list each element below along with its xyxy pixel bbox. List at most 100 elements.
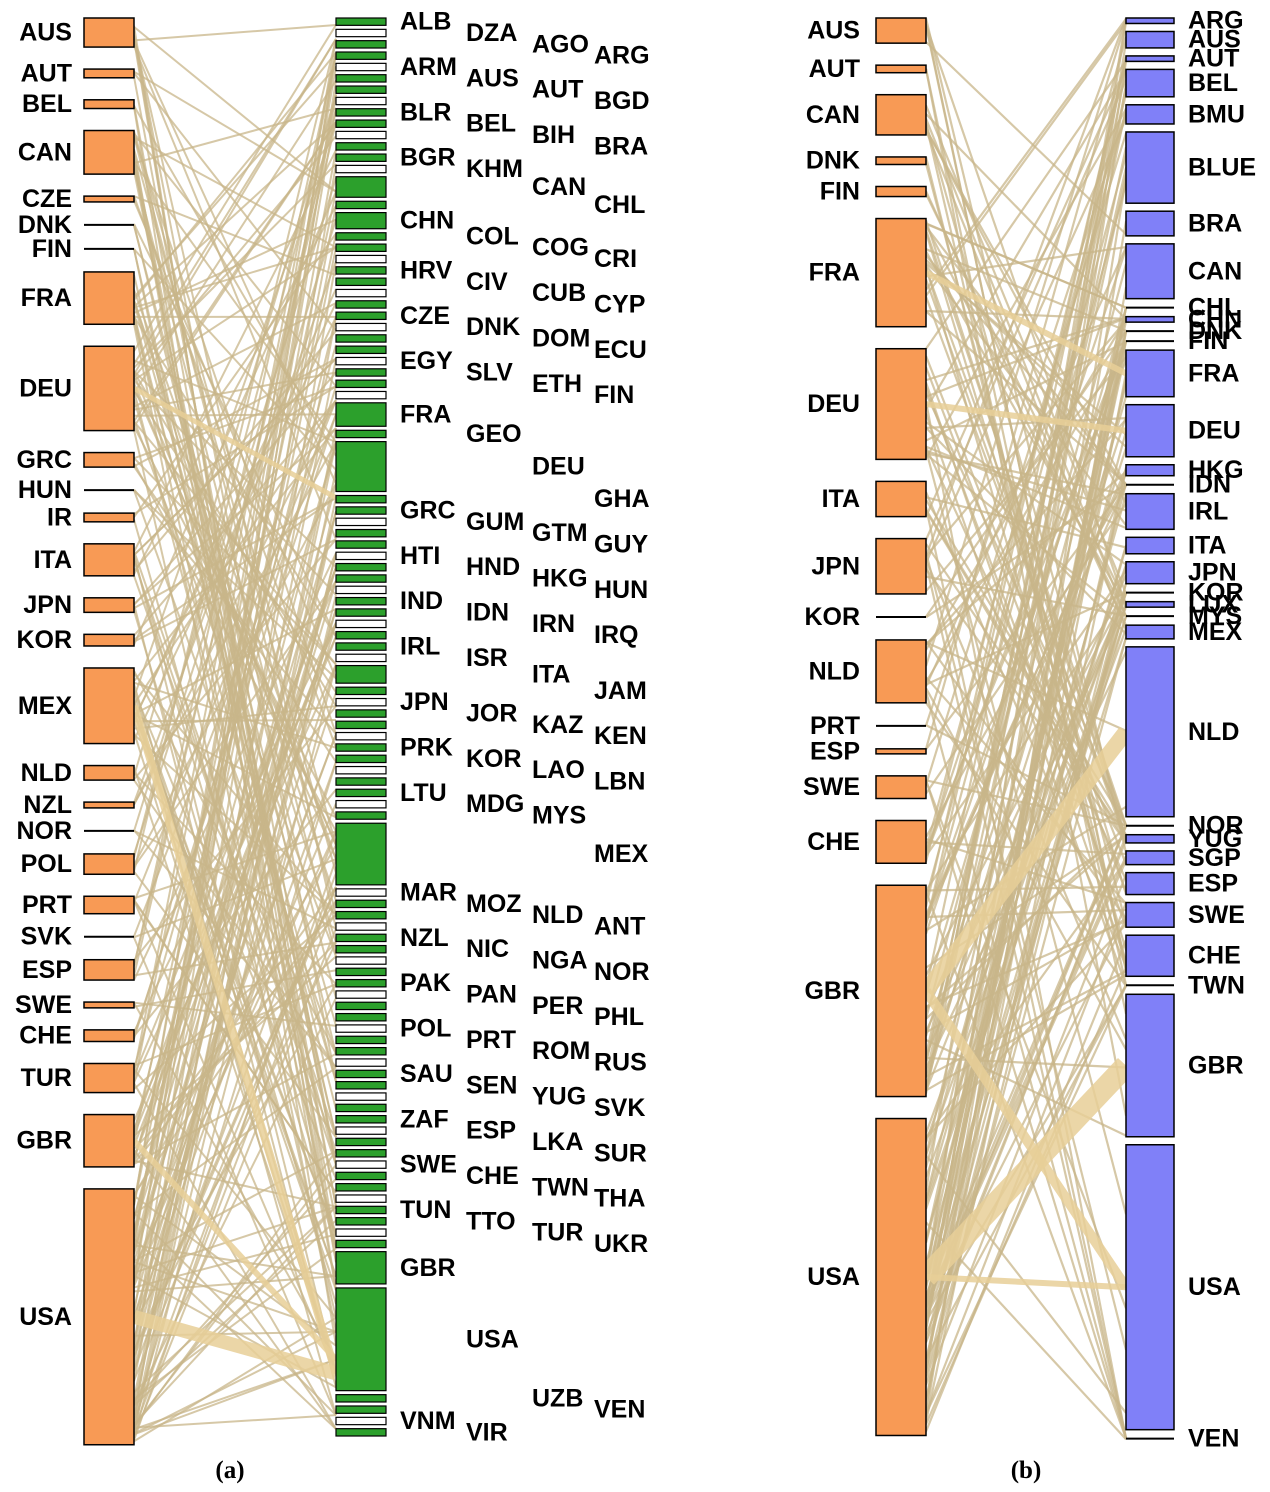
target-node (336, 666, 386, 684)
target-node (1126, 350, 1174, 397)
target-node (336, 801, 386, 808)
target-label: PRT (466, 1026, 516, 1054)
target-label: BEL (466, 110, 516, 138)
panel-b-source-nodes: AUSAUTCANDNKFINFRADEUITAJPNKORNLDPRTESPS… (803, 17, 926, 1436)
target-label: CIV (466, 268, 508, 296)
target-node (336, 643, 386, 650)
target-label: USA (466, 1325, 519, 1353)
target-label: GUM (466, 508, 524, 536)
target-node (1126, 465, 1174, 476)
source-label: DEU (19, 374, 72, 402)
target-label: NIC (466, 935, 509, 963)
target-label: LBN (594, 768, 645, 796)
panel-b-caption: (b) (1011, 1457, 1042, 1484)
panel-a-flows (134, 25, 336, 1441)
target-node (336, 778, 386, 785)
target-label: PAK (400, 969, 451, 997)
target-label: CUB (532, 279, 586, 307)
target-node (1126, 602, 1174, 607)
target-node (336, 109, 386, 116)
target-node (336, 767, 386, 774)
target-node (336, 552, 386, 559)
target-label: JAM (594, 677, 647, 705)
target-label: BIH (532, 121, 575, 149)
source-node (876, 820, 926, 863)
target-label: SVK (594, 1094, 645, 1122)
target-label: BLUE (1188, 154, 1256, 182)
target-node (1126, 994, 1174, 1136)
target-label: DOM (532, 324, 590, 352)
target-label: CAN (1188, 257, 1242, 285)
panel-b-flows (926, 18, 1126, 1439)
target-node (336, 968, 386, 975)
source-label: FRA (21, 284, 72, 312)
target-label: GBR (1188, 1052, 1244, 1080)
target-label: NLD (1188, 718, 1239, 746)
target-label: SWE (1188, 901, 1245, 929)
target-node (336, 289, 386, 296)
target-label: GEO (466, 420, 522, 448)
source-label: HUN (18, 476, 72, 504)
target-node (336, 1059, 386, 1066)
target-label: SUR (594, 1139, 647, 1167)
source-label: GBR (804, 977, 860, 1005)
target-node (336, 744, 386, 751)
source-label: FRA (809, 259, 860, 287)
target-node (336, 1429, 386, 1436)
target-label: DNK (466, 313, 520, 341)
target-label: GUY (594, 531, 649, 559)
target-node (336, 889, 386, 896)
target-label: ISR (466, 644, 508, 672)
source-label: CHE (19, 1022, 72, 1050)
source-label: TUR (21, 1064, 72, 1092)
target-label: ALB (400, 8, 451, 36)
target-label: ARM (400, 53, 457, 81)
source-label: NZL (23, 791, 72, 819)
target-label: USA (1188, 1273, 1241, 1301)
source-label: PRT (810, 712, 860, 740)
target-node (336, 923, 386, 930)
target-node (336, 323, 386, 330)
target-node (336, 86, 386, 93)
target-label: GHA (594, 485, 650, 513)
target-node (336, 530, 386, 537)
source-label: AUS (19, 19, 72, 47)
source-node (84, 802, 134, 808)
target-node (1126, 105, 1174, 124)
target-node (336, 255, 386, 262)
target-node (1126, 562, 1174, 584)
target-label: DEU (1188, 417, 1241, 445)
target-label: FRA (400, 401, 451, 429)
target-label: NZL (400, 924, 449, 952)
target-node (1126, 18, 1174, 23)
target-node (336, 1288, 386, 1391)
target-node (336, 131, 386, 138)
target-label: IRN (532, 610, 575, 638)
target-label: CYP (594, 290, 645, 318)
target-node (336, 1252, 386, 1284)
target-node (1126, 625, 1174, 639)
target-node (1126, 903, 1174, 928)
target-node (336, 507, 386, 514)
source-label: CHE (807, 828, 860, 856)
source-label: GBR (16, 1127, 72, 1155)
target-node (336, 1161, 386, 1168)
target-node (336, 1172, 386, 1179)
source-node (84, 131, 134, 175)
panel-b: AUSAUTCANDNKFINFRADEUITAJPNKORNLDPRTESPS… (803, 7, 1256, 1453)
target-node (336, 1218, 386, 1225)
source-node (84, 1189, 134, 1445)
source-node (84, 634, 134, 646)
target-label: POL (400, 1015, 451, 1043)
source-node (84, 346, 134, 430)
source-label: AUT (809, 55, 860, 83)
source-label: DEU (807, 390, 860, 418)
source-label: ESP (22, 956, 72, 984)
source-node (84, 453, 134, 468)
panel-a-source-nodes: AUSAUTBELCANCZEDNKFINFRADEUGRCHUNIRITAJP… (15, 18, 134, 1445)
target-label: ECU (594, 336, 647, 364)
source-label: SVK (21, 923, 72, 951)
target-label: VIR (466, 1418, 508, 1446)
target-label: VEN (1188, 1425, 1239, 1453)
